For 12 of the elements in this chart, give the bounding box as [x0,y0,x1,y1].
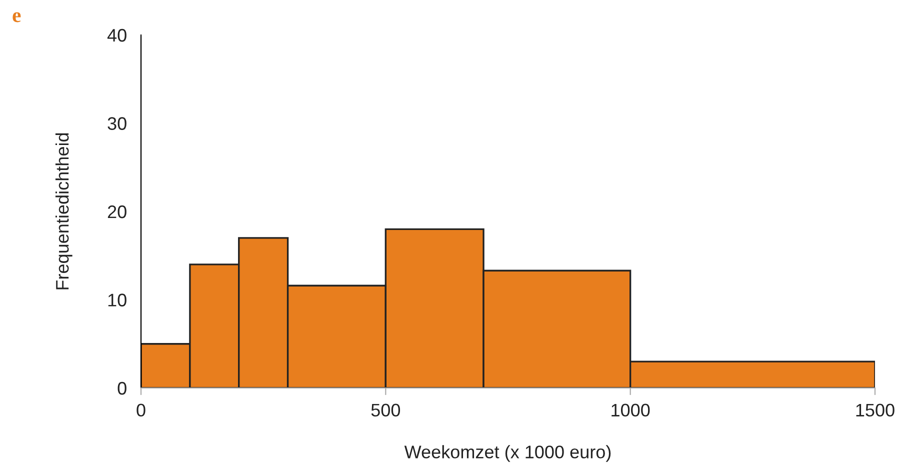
x-tick-label: 1500 [856,404,894,417]
x-axis-title: Weekomzet (x 1000 euro) [404,445,611,462]
y-tick-label: 0 [118,382,126,395]
y-tick-label: 30 [108,117,126,130]
x-tick-label: 1000 [612,404,650,417]
y-axis-title: Frequentiedichtheid [55,133,72,290]
x-tick-label: 0 [136,404,146,417]
y-tick-label: 40 [107,28,126,42]
chart-title: e [12,12,21,22]
y-tick-label: 20 [108,205,126,218]
y-tick-label: 10 [108,294,126,306]
x-tick-label: 500 [371,404,400,417]
